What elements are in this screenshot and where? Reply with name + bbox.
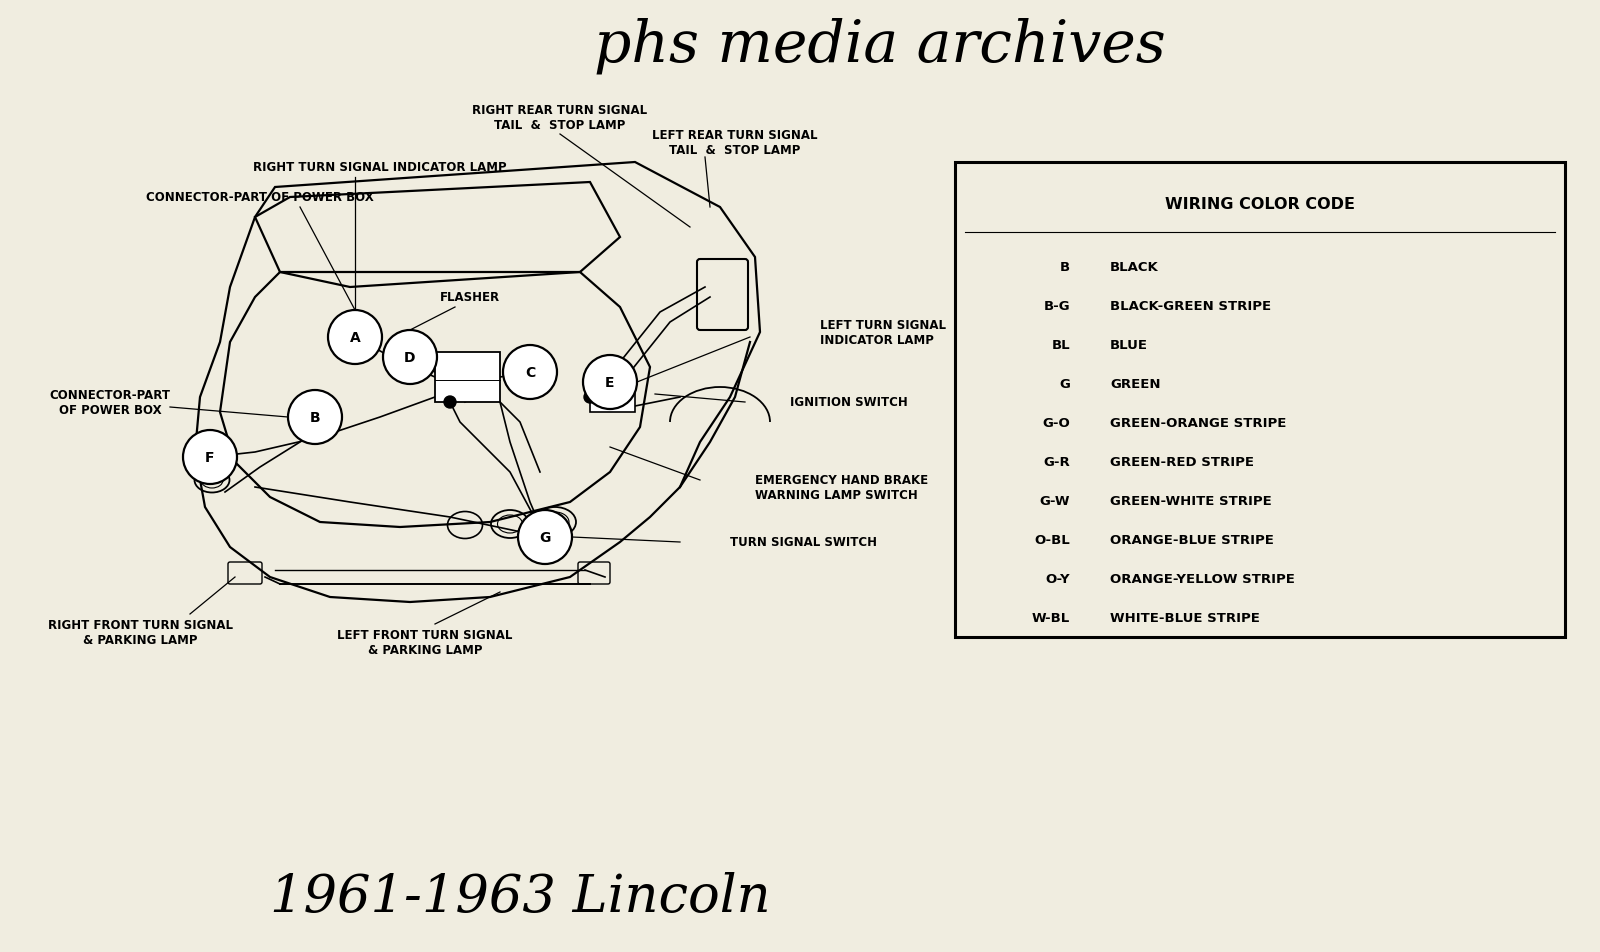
Text: FLASHER: FLASHER xyxy=(440,291,501,305)
Text: 1961-1963 Lincoln: 1961-1963 Lincoln xyxy=(270,872,770,922)
Text: BLACK: BLACK xyxy=(1110,261,1158,274)
Circle shape xyxy=(328,310,382,365)
Text: G: G xyxy=(539,530,550,545)
FancyBboxPatch shape xyxy=(435,352,499,403)
Text: TURN SIGNAL SWITCH: TURN SIGNAL SWITCH xyxy=(730,536,877,549)
Text: G: G xyxy=(1059,378,1070,390)
Circle shape xyxy=(182,430,237,485)
Text: CONNECTOR-PART OF POWER BOX: CONNECTOR-PART OF POWER BOX xyxy=(146,191,374,205)
Text: ORANGE-YELLOW STRIPE: ORANGE-YELLOW STRIPE xyxy=(1110,572,1294,585)
Text: G-W: G-W xyxy=(1040,494,1070,507)
Text: LEFT REAR TURN SIGNAL
TAIL  &  STOP LAMP: LEFT REAR TURN SIGNAL TAIL & STOP LAMP xyxy=(653,129,818,157)
Text: LEFT FRONT TURN SIGNAL
& PARKING LAMP: LEFT FRONT TURN SIGNAL & PARKING LAMP xyxy=(338,628,512,656)
Text: GREEN-RED STRIPE: GREEN-RED STRIPE xyxy=(1110,455,1254,468)
Text: CONNECTOR-PART
OF POWER BOX: CONNECTOR-PART OF POWER BOX xyxy=(50,388,171,417)
Circle shape xyxy=(445,397,456,408)
Text: WIRING COLOR CODE: WIRING COLOR CODE xyxy=(1165,197,1355,212)
Text: BLUE: BLUE xyxy=(1110,339,1149,351)
Text: B-G: B-G xyxy=(1043,300,1070,312)
Text: C: C xyxy=(525,366,534,380)
Text: G-O: G-O xyxy=(1042,417,1070,429)
Text: O-Y: O-Y xyxy=(1045,572,1070,585)
Text: A: A xyxy=(350,330,360,345)
Text: BLACK-GREEN STRIPE: BLACK-GREEN STRIPE xyxy=(1110,300,1270,312)
FancyBboxPatch shape xyxy=(590,372,635,412)
Text: IGNITION SWITCH: IGNITION SWITCH xyxy=(790,396,907,409)
Text: RIGHT TURN SIGNAL INDICATOR LAMP: RIGHT TURN SIGNAL INDICATOR LAMP xyxy=(253,161,507,174)
Text: D: D xyxy=(405,350,416,365)
Bar xyxy=(955,163,1565,637)
Text: G-R: G-R xyxy=(1043,455,1070,468)
Circle shape xyxy=(518,510,573,565)
Text: B: B xyxy=(310,410,320,425)
Text: GREEN: GREEN xyxy=(1110,378,1160,390)
Text: GREEN-ORANGE STRIPE: GREEN-ORANGE STRIPE xyxy=(1110,417,1286,429)
Circle shape xyxy=(382,330,437,385)
Text: LEFT TURN SIGNAL
INDICATOR LAMP: LEFT TURN SIGNAL INDICATOR LAMP xyxy=(819,319,946,347)
Circle shape xyxy=(288,390,342,445)
Text: WHITE-BLUE STRIPE: WHITE-BLUE STRIPE xyxy=(1110,611,1259,625)
Text: RIGHT FRONT TURN SIGNAL
& PARKING LAMP: RIGHT FRONT TURN SIGNAL & PARKING LAMP xyxy=(48,619,232,646)
Text: W-BL: W-BL xyxy=(1032,611,1070,625)
Text: ORANGE-BLUE STRIPE: ORANGE-BLUE STRIPE xyxy=(1110,533,1274,546)
Text: EMERGENCY HAND BRAKE
WARNING LAMP SWITCH: EMERGENCY HAND BRAKE WARNING LAMP SWITCH xyxy=(755,473,928,502)
Text: GREEN-WHITE STRIPE: GREEN-WHITE STRIPE xyxy=(1110,494,1272,507)
Text: phs media archives: phs media archives xyxy=(594,18,1166,74)
Text: RIGHT REAR TURN SIGNAL
TAIL  &  STOP LAMP: RIGHT REAR TURN SIGNAL TAIL & STOP LAMP xyxy=(472,104,648,132)
Text: F: F xyxy=(205,450,214,465)
Circle shape xyxy=(539,531,550,544)
Text: O-BL: O-BL xyxy=(1034,533,1070,546)
Circle shape xyxy=(582,356,637,409)
Text: E: E xyxy=(605,376,614,389)
Text: B: B xyxy=(1059,261,1070,274)
Circle shape xyxy=(584,391,595,404)
Circle shape xyxy=(502,346,557,400)
Text: BL: BL xyxy=(1051,339,1070,351)
